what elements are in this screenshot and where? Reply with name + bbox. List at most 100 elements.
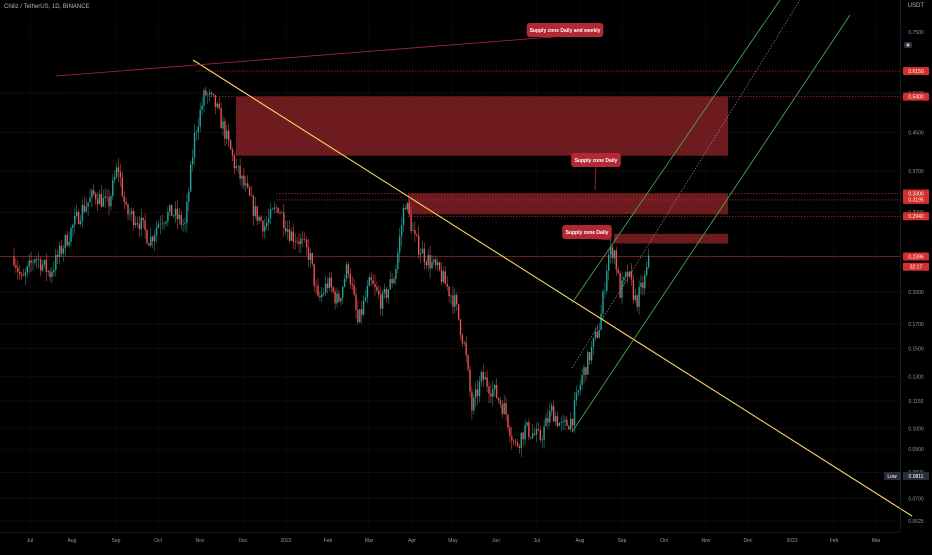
time-tick-label: Dec (239, 538, 248, 544)
candle (125, 197, 127, 207)
candle (68, 232, 70, 248)
candle (224, 118, 226, 147)
candle (600, 304, 602, 331)
candle (444, 266, 446, 285)
candle (74, 207, 76, 234)
svg-text:0.0811: 0.0811 (909, 474, 924, 480)
candle (315, 279, 317, 295)
candle (549, 402, 551, 427)
candle (193, 123, 196, 166)
time-tick-label: Sep (618, 538, 627, 544)
candle (121, 171, 123, 198)
candle (239, 158, 241, 186)
candle (596, 325, 598, 339)
time-tick-label: Mar (365, 538, 374, 544)
candle (421, 241, 424, 254)
candle (545, 412, 547, 427)
zone-callout[interactable]: Supply zone Daily and weekly (55, 23, 604, 77)
svg-text:0.6150: 0.6150 (908, 69, 924, 75)
candle (58, 241, 61, 265)
candle (376, 281, 378, 293)
zone-callout[interactable]: Supply zone Daily (562, 225, 613, 241)
candle (305, 236, 308, 256)
candle (17, 260, 19, 280)
supply-zone (236, 96, 728, 156)
candle (326, 277, 329, 294)
candle (87, 202, 89, 217)
candle (435, 255, 437, 270)
candle (110, 193, 112, 211)
candle (642, 276, 644, 296)
camera-icon[interactable] (904, 42, 912, 48)
candle (564, 416, 566, 431)
candle (233, 153, 236, 175)
candle (89, 188, 91, 203)
candle (96, 191, 99, 212)
candle (577, 389, 579, 397)
callouts: Supply zone Daily and weekly Supply zone … (55, 23, 621, 241)
candle (294, 233, 296, 250)
candle (494, 384, 496, 397)
candle (467, 353, 469, 373)
candle (646, 261, 648, 277)
candle (507, 413, 509, 432)
candle (108, 190, 110, 216)
candle (399, 227, 401, 263)
candle (410, 206, 412, 235)
channel-mid-line (571, 0, 801, 369)
candle (501, 400, 503, 419)
candle (174, 201, 177, 224)
candle (433, 258, 435, 266)
candle (53, 261, 55, 277)
candle (307, 239, 310, 267)
candle (176, 200, 179, 229)
price-tag: 0.2396 (903, 252, 929, 261)
candle (273, 201, 275, 214)
candle (362, 295, 365, 318)
candle (359, 308, 361, 324)
zone-callout[interactable]: Supply zone Daily (571, 153, 621, 191)
time-tick-label: 2022 (280, 538, 291, 544)
svg-text:0.2940: 0.2940 (908, 214, 924, 220)
candle (153, 230, 156, 252)
candle (357, 300, 359, 325)
candle (416, 233, 418, 238)
candle (514, 438, 517, 447)
candle (573, 391, 576, 434)
candle (343, 274, 346, 288)
candle (210, 91, 213, 97)
candle (585, 366, 587, 382)
candle (104, 188, 106, 209)
time-axis[interactable]: Jul Aug Sep Oct Nov Dec 2022 Feb Mar Apr May Jun Jul… (0, 532, 900, 545)
candle (353, 278, 355, 296)
candle (231, 147, 234, 162)
time-tick-label: Mar (872, 538, 881, 544)
svg-text:0.3300: 0.3300 (908, 191, 924, 197)
candle (425, 259, 427, 270)
candle (83, 196, 85, 214)
time-tick-label: Jun (492, 538, 500, 544)
candle (133, 208, 135, 231)
candle (608, 250, 610, 281)
candle (463, 340, 465, 346)
time-tick-label: 2023 (786, 538, 797, 544)
candle (155, 221, 158, 243)
candle (28, 253, 30, 273)
candle (26, 265, 28, 278)
candle (131, 207, 133, 222)
candle (250, 185, 253, 197)
price-axis[interactable]: 0.75000.55000.45000.37000.30000.24000.20… (884, 0, 929, 532)
candle (319, 291, 321, 302)
candle (323, 288, 325, 297)
candle (148, 242, 150, 246)
candle (47, 269, 49, 276)
candle (55, 248, 57, 277)
price-tick-label: 0.7500 (908, 30, 924, 36)
candle (364, 289, 367, 303)
candle (528, 418, 530, 441)
candle (583, 363, 585, 384)
candle (395, 264, 397, 286)
candle (127, 203, 129, 222)
candle (638, 280, 640, 315)
